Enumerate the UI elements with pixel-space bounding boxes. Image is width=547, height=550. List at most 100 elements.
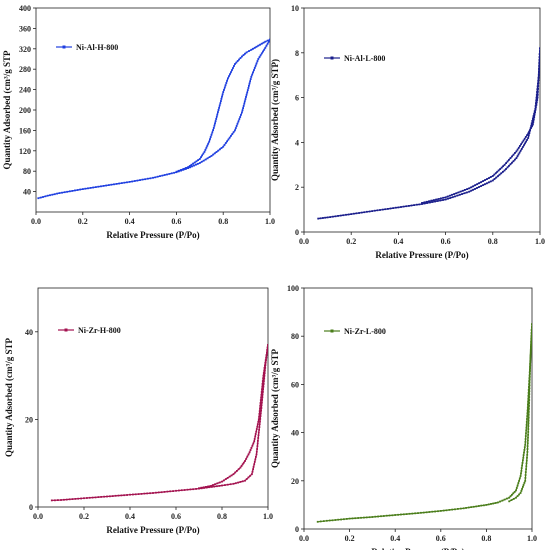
desorption-point — [267, 344, 268, 346]
adsorption-point — [252, 71, 254, 74]
desorption-point — [538, 61, 540, 64]
adsorption-point — [83, 497, 85, 500]
adsorption-point — [156, 175, 159, 178]
desorption-point — [528, 378, 531, 381]
desorption-point — [525, 462, 528, 465]
adsorption-point — [126, 181, 128, 184]
adsorption-point — [237, 120, 240, 123]
desorption-point — [195, 160, 198, 163]
desorption-point — [208, 140, 211, 143]
adsorption-point — [400, 513, 402, 516]
adsorption-point — [428, 511, 431, 513]
desorption-point — [211, 484, 214, 486]
adsorption-point — [480, 504, 483, 507]
adsorption-point — [522, 454, 525, 456]
desorption-point — [470, 186, 473, 189]
adsorption-point — [508, 164, 510, 167]
desorption-point — [515, 496, 517, 499]
desorption-point — [421, 202, 423, 204]
desorption-point — [197, 159, 199, 161]
adsorption-point — [117, 494, 120, 497]
adsorption-point — [255, 453, 258, 456]
adsorption-point — [535, 99, 538, 102]
adsorption-point — [524, 142, 526, 145]
desorption-point — [530, 338, 532, 341]
adsorption-point — [255, 450, 258, 453]
adsorption-point — [111, 495, 114, 497]
x-tick-label: 0.0 — [31, 217, 41, 226]
adsorption-point — [521, 464, 523, 467]
x-tick-label: 0.6 — [171, 512, 181, 521]
y-tick-label: 400 — [19, 4, 31, 13]
desorption-point — [526, 134, 528, 137]
adsorption-point — [527, 391, 530, 394]
adsorption-point — [324, 216, 327, 219]
adsorption-point — [526, 412, 529, 415]
adsorption-point — [241, 480, 244, 483]
y-tick-label: 0 — [29, 503, 33, 512]
adsorption-point — [220, 147, 223, 149]
desorption-point — [245, 457, 248, 460]
adsorption-point — [259, 420, 261, 423]
desorption-point — [530, 335, 532, 338]
adsorption-point — [319, 217, 322, 220]
adsorption-point — [84, 187, 87, 190]
adsorption-point — [520, 148, 523, 150]
adsorption-point — [60, 499, 62, 501]
adsorption-point — [166, 173, 168, 176]
desorption-point — [244, 52, 246, 55]
x-tick-label: 0.0 — [33, 512, 43, 521]
desorption-point — [526, 448, 529, 450]
desorption-point — [537, 88, 539, 90]
desorption-point — [530, 347, 532, 350]
adsorption-point — [253, 463, 256, 466]
adsorption-point — [382, 515, 385, 517]
y-tick-label: 10 — [291, 4, 299, 13]
adsorption-point — [525, 421, 528, 423]
adsorption-point — [458, 193, 461, 196]
desorption-point — [537, 73, 540, 76]
desorption-point — [521, 487, 523, 490]
chart-panel-2: 0.0 0.2 0.4 0.6 0.8 1.0 0 2 4 6 8 10 Relative Pressu… — [270, 4, 545, 260]
adsorption-point — [218, 485, 221, 487]
desorption-point — [535, 106, 537, 109]
adsorption-point — [68, 190, 71, 193]
desorption-point — [527, 413, 530, 416]
desorption-point — [526, 451, 529, 453]
desorption-point — [261, 385, 264, 388]
y-tick-label: 60 — [291, 380, 299, 389]
desorption-point — [264, 364, 266, 367]
adsorption-point — [518, 151, 521, 154]
desorption-point — [532, 121, 535, 123]
adsorption-point — [254, 64, 257, 67]
desorption-point — [489, 176, 492, 178]
desorption-point — [226, 79, 228, 82]
adsorption-point — [141, 178, 144, 181]
y-tick-label: 40 — [291, 429, 299, 438]
desorption-point — [248, 50, 250, 52]
desorption-point — [239, 466, 242, 469]
adsorption-point — [255, 456, 257, 458]
y-tick-label: 120 — [19, 147, 31, 156]
y-axis-label: Quantity Adsorbed (cm³/g STP — [2, 50, 12, 169]
desorption-point — [528, 130, 530, 133]
adsorption-point — [532, 117, 534, 120]
adsorption-point — [454, 195, 456, 198]
adsorption-point — [316, 520, 319, 523]
desorption-point — [244, 460, 246, 462]
adsorption-point — [193, 164, 195, 167]
adsorption-point — [251, 73, 254, 76]
adsorption-point — [133, 180, 136, 182]
adsorption-point — [368, 210, 371, 213]
adsorption-point — [472, 188, 474, 191]
adsorption-point — [526, 409, 529, 412]
adsorption-point — [445, 509, 448, 512]
desorption-point — [515, 150, 518, 153]
adsorption-point — [249, 80, 251, 83]
adsorption-point — [377, 515, 379, 518]
adsorption-point — [493, 178, 496, 180]
adsorption-point — [259, 418, 262, 420]
adsorption-point — [482, 184, 484, 186]
x-tick-label: 0.8 — [481, 534, 491, 543]
adsorption-point — [109, 495, 111, 498]
